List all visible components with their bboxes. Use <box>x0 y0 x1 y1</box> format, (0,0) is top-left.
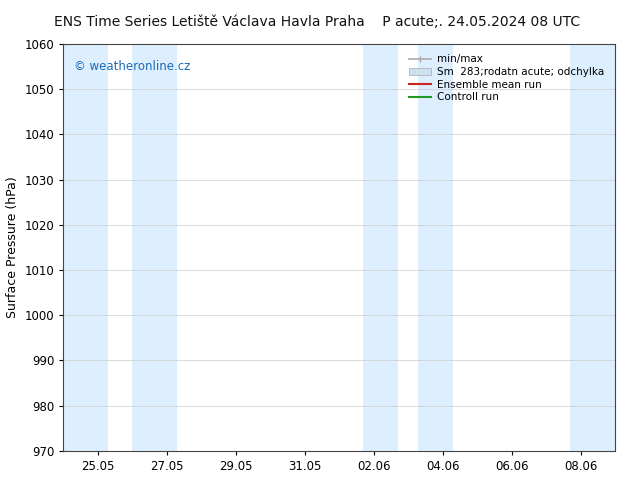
Bar <box>133 44 177 451</box>
Bar <box>418 44 453 451</box>
Bar <box>363 44 398 451</box>
Text: © weatheronline.cz: © weatheronline.cz <box>74 60 191 74</box>
Text: ENS Time Series Letiště Václava Havla Praha    P acute;. 24.05.2024 08 UTC: ENS Time Series Letiště Václava Havla Pr… <box>54 15 580 29</box>
Y-axis label: Surface Pressure (hPa): Surface Pressure (hPa) <box>6 176 19 318</box>
Legend: min/max, Sm  283;rodatn acute; odchylka, Ensemble mean run, Controll run: min/max, Sm 283;rodatn acute; odchylka, … <box>405 51 607 105</box>
Bar <box>570 44 615 451</box>
Bar <box>63 44 108 451</box>
